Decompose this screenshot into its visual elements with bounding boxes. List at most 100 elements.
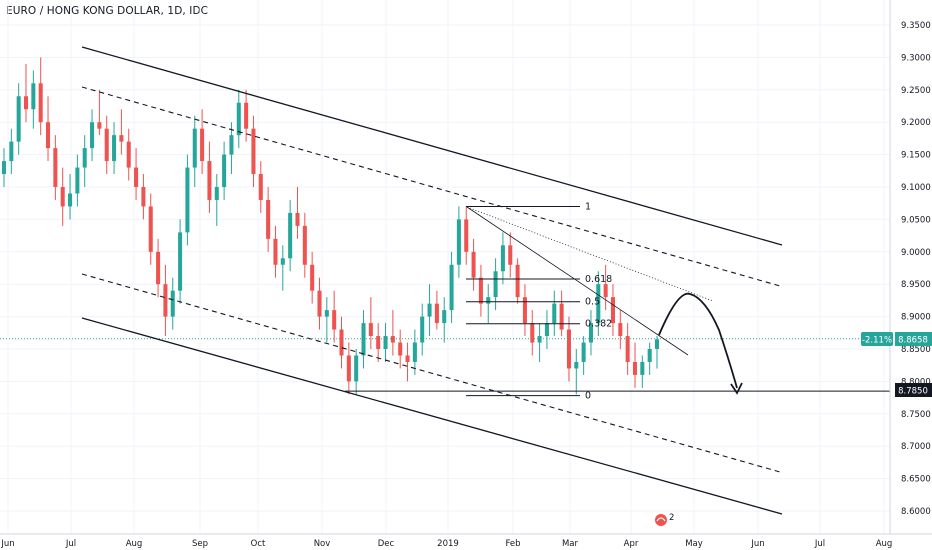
candle-body [31, 83, 36, 110]
candle-body [515, 264, 520, 298]
price-tick-label: 8.9000 [901, 313, 931, 323]
price-tick-label: 9.2000 [901, 118, 931, 128]
price-tick-label: 8.7000 [901, 442, 931, 452]
candle-body [456, 219, 461, 265]
time-tick-label: Mar [562, 539, 579, 549]
events-icon[interactable]: 2 [655, 513, 674, 526]
candle-body [361, 323, 366, 356]
candle-body [251, 128, 256, 175]
candle-body [324, 310, 329, 317]
candle-body [390, 336, 395, 343]
candle-body [471, 251, 476, 278]
projection-curve [658, 292, 738, 389]
candle-body [574, 361, 579, 369]
candle-body [647, 349, 652, 362]
candle-body [38, 83, 43, 123]
price-tick-label: 9.3000 [901, 53, 931, 63]
candle-body [192, 128, 197, 168]
candle-body [339, 329, 344, 356]
candle-body [178, 232, 183, 291]
candle-body [90, 122, 95, 149]
candle-body [185, 167, 190, 233]
candle-body [244, 102, 249, 129]
candle-body [486, 297, 491, 304]
fibonacci-retracement[interactable]: 1 0.618 0.5 0.382 0 [466, 201, 612, 402]
time-tick-label: Dec [378, 539, 395, 549]
candle-body [398, 342, 403, 356]
channel-lower-line [81, 317, 783, 515]
candle-body [23, 96, 29, 110]
candle-body [508, 245, 513, 265]
fib-level-label: 0.382 [585, 319, 612, 330]
price-tick-label: 8.8500 [901, 345, 931, 355]
symbol-title[interactable]: EURO / HONG KONG DOLLAR, 1D, IDC [6, 5, 209, 17]
candle-body [126, 141, 131, 168]
candle-body [654, 339, 660, 349]
price-tick-label: 9.0000 [901, 248, 931, 258]
price-tick-label: 8.9500 [901, 280, 931, 290]
candle-body [134, 167, 139, 187]
trend-line-dotted [466, 206, 714, 302]
candle-body [566, 329, 571, 369]
candle-body [493, 271, 498, 298]
price-tick-label: 8.6500 [901, 475, 931, 485]
fib-level-label: 0 [585, 391, 591, 402]
candle-body [632, 361, 638, 375]
candle-body [530, 323, 535, 343]
fib-level-label: 0.5 [585, 297, 600, 308]
time-tick-label: Apr [624, 539, 639, 549]
candle-body [1, 161, 7, 175]
candle-body [405, 355, 410, 362]
candle-body [75, 167, 80, 194]
time-tick-label: Jun [750, 539, 764, 549]
candle-body [625, 336, 630, 362]
change-pct-label: -2.11% [862, 336, 892, 346]
candle-body [60, 187, 65, 207]
time-tick-label: Aug [876, 539, 893, 549]
candle-body [464, 219, 469, 252]
candle-body [552, 303, 557, 324]
candle-body [559, 303, 564, 330]
candle-body [280, 258, 285, 265]
price-tick-label: 9.2500 [901, 86, 931, 96]
candle-body [537, 336, 542, 343]
time-axis[interactable]: Jun Jul Aug Sep Oct Nov Dec 2019 Feb Mar Apr May Jun… [0, 533, 932, 549]
candle-body [310, 264, 315, 291]
candle-body [295, 212, 300, 226]
candle-body [596, 284, 601, 324]
time-tick-label: Nov [314, 539, 331, 549]
candle-body [229, 135, 234, 155]
price-tick-label: 9.0500 [901, 215, 931, 225]
channel-inner-upper-line [81, 86, 781, 287]
candle-body [156, 251, 161, 285]
candlestick-series [1, 57, 660, 395]
candle-body [544, 323, 549, 337]
price-tick-label: 9.1500 [901, 151, 931, 161]
chart-grid [0, 0, 890, 534]
target-price-badge: 8.7850 [895, 383, 932, 397]
price-axis[interactable]: 9.3500 9.3000 9.2500 9.2000 9.1500 9.1000 9.05… [889, 0, 931, 534]
candle-body [610, 297, 615, 324]
candle-body [9, 141, 14, 162]
time-tick-label: 2019 [437, 539, 459, 549]
candle-body [112, 135, 117, 162]
chart-drawings[interactable] [0, 46, 890, 515]
projection-arrowhead [730, 382, 743, 395]
candle-body [104, 128, 109, 162]
candle-body [119, 135, 124, 142]
candle-body [442, 310, 447, 324]
candle-body [354, 355, 359, 382]
candle-body [68, 193, 73, 207]
candle-body [449, 264, 454, 311]
candle-body [53, 148, 58, 187]
candle-body [207, 161, 212, 200]
last-price-badge: 8.8658 [895, 332, 932, 346]
fib-level-label: 0.618 [585, 274, 612, 285]
time-tick-label: Sep [192, 539, 208, 549]
time-tick-label: Jul [65, 539, 76, 549]
candle-body [427, 303, 432, 317]
candle-body [346, 355, 351, 382]
candle-body [16, 96, 21, 142]
candle-body [500, 245, 505, 272]
